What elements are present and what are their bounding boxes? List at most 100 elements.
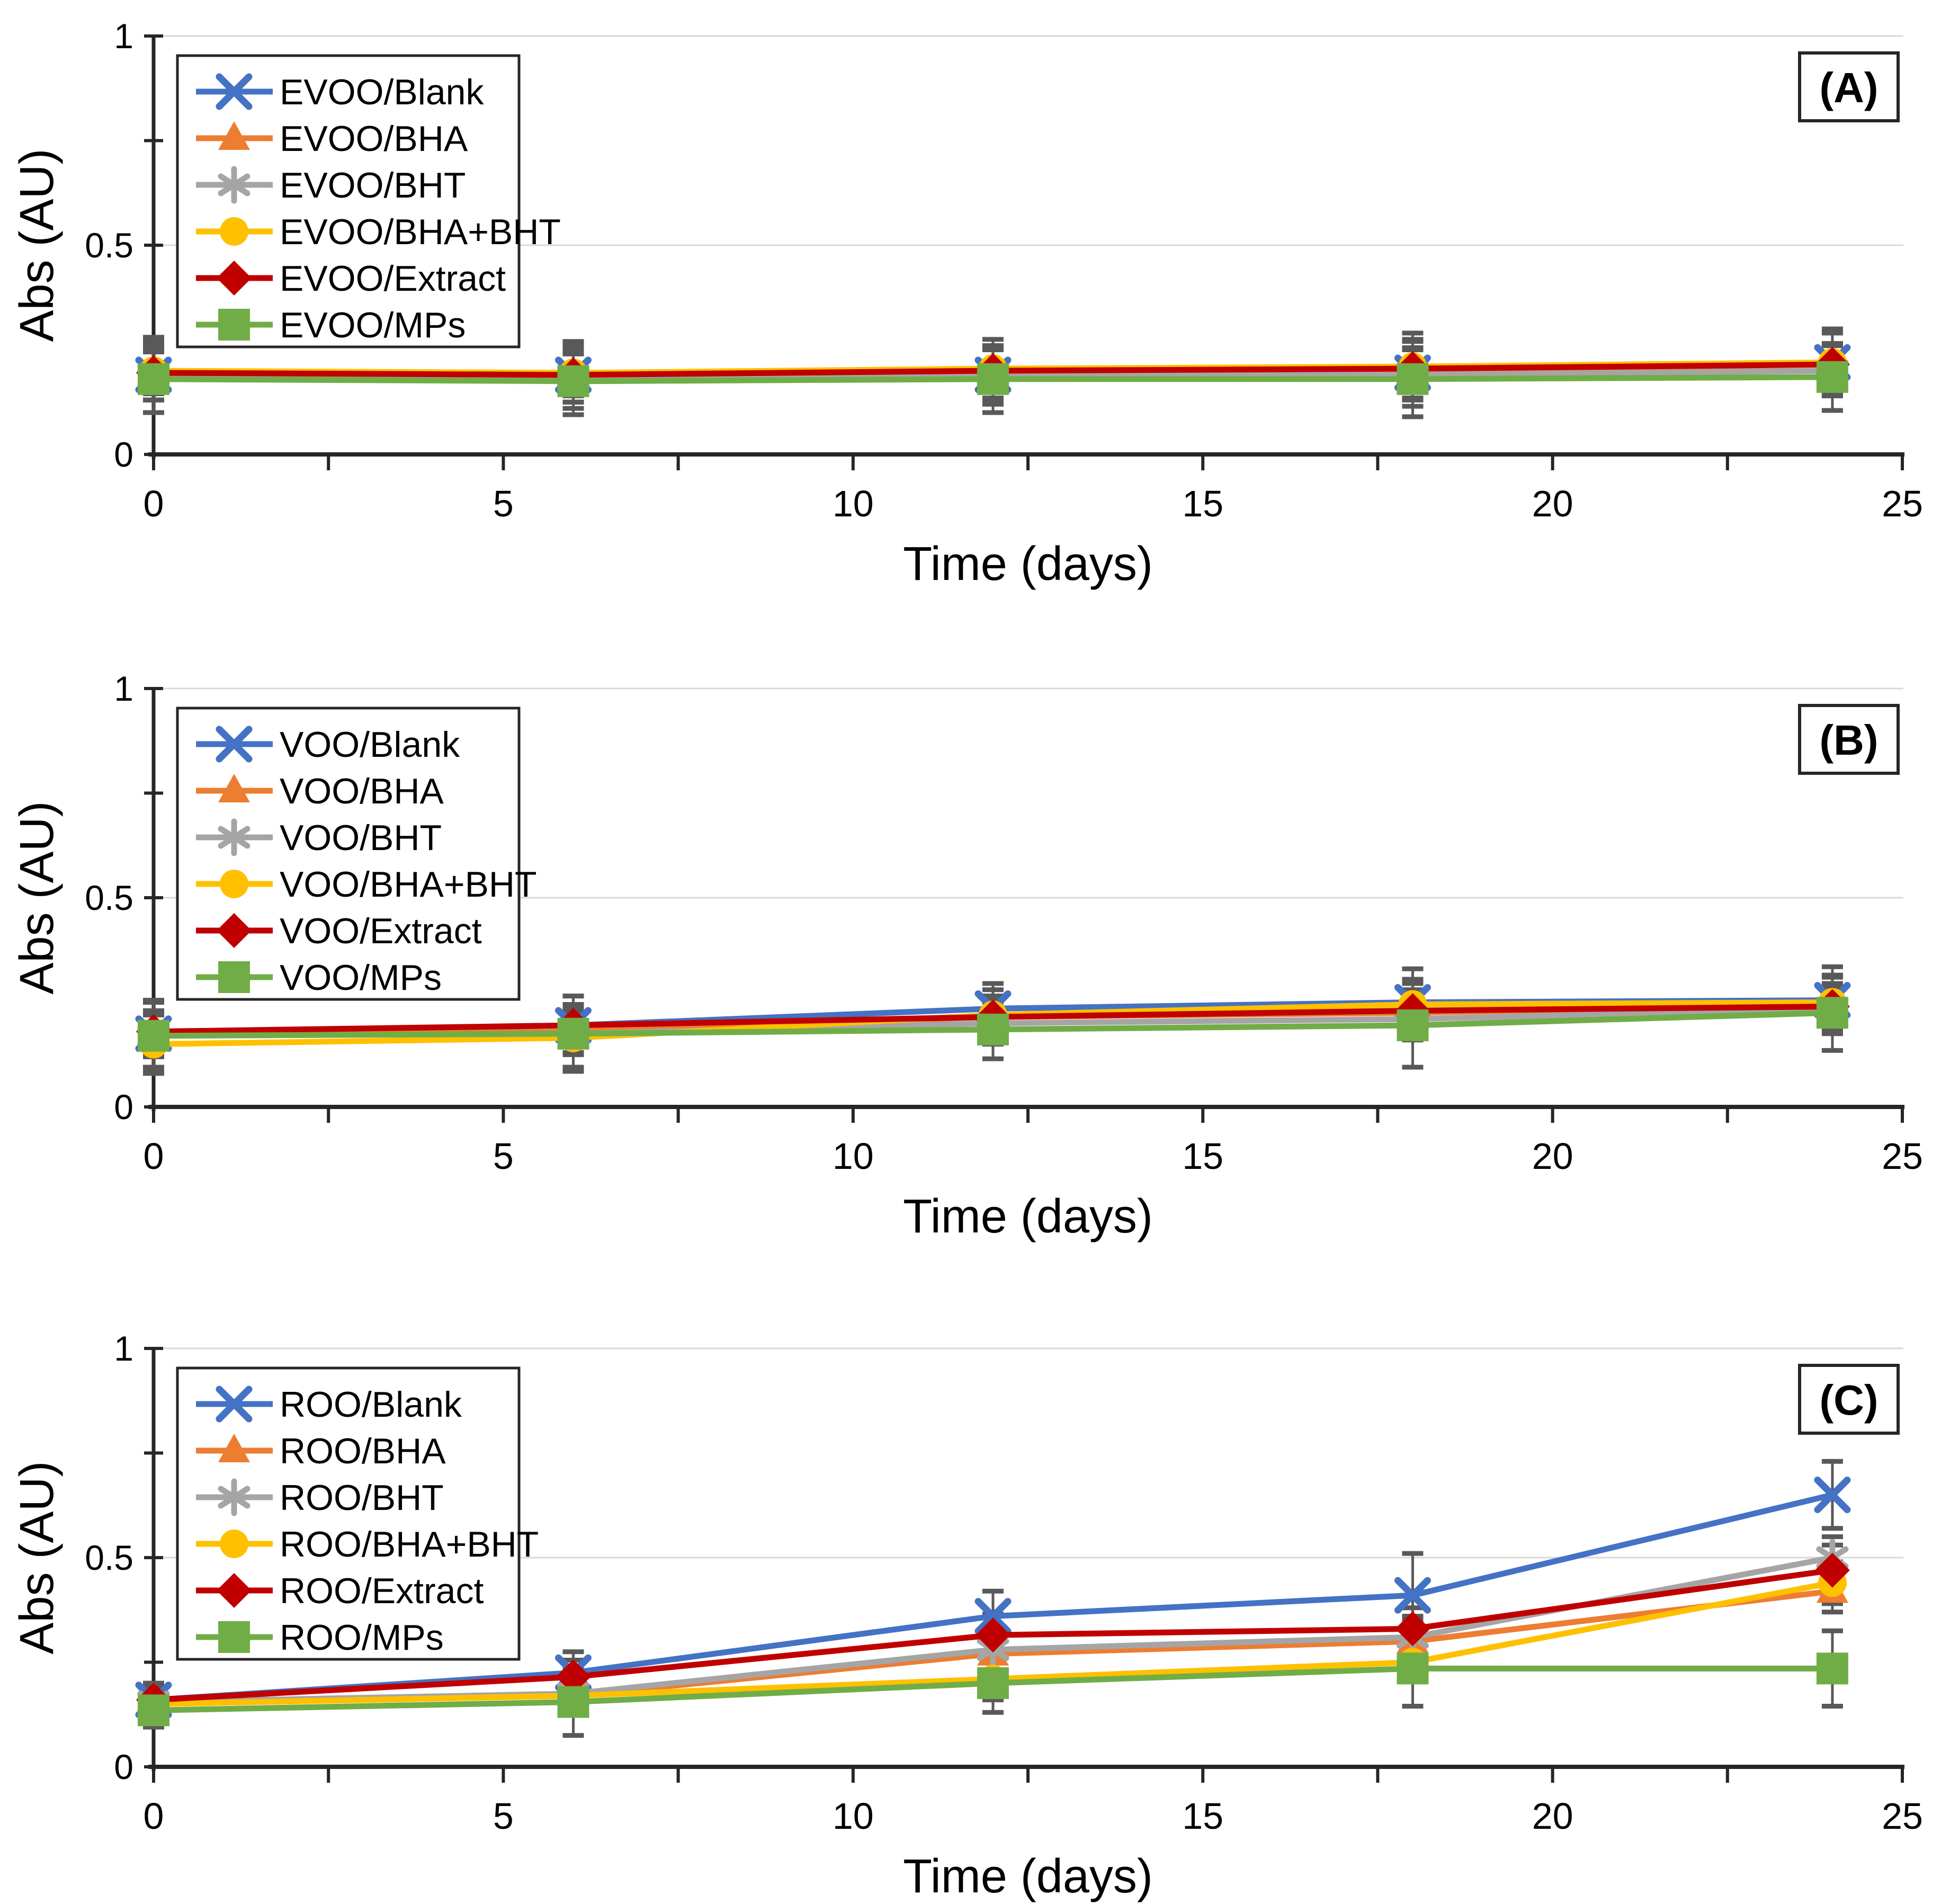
legend-square-marker xyxy=(218,961,250,993)
legend-square-marker xyxy=(218,1621,250,1653)
square-marker xyxy=(977,1013,1009,1045)
panel-label-box xyxy=(1798,1364,1900,1435)
legend-asterisk-marker xyxy=(218,818,251,856)
panel-label-text: (B) xyxy=(1819,717,1878,764)
x-tick-label: 15 xyxy=(1182,483,1223,524)
square-marker xyxy=(557,365,589,397)
x-tick-label: 0 xyxy=(144,1795,164,1837)
panel-label: (C) xyxy=(1798,1364,1900,1435)
square-marker xyxy=(1397,1652,1429,1685)
square-marker xyxy=(1397,1009,1429,1041)
legend-item: ROO/Extract xyxy=(196,1571,484,1611)
y-tick-label: 0 xyxy=(114,1747,133,1786)
series-roo-extract xyxy=(136,1552,1850,1718)
legend-x-marker xyxy=(216,1385,253,1423)
legend: VOO/Blank VOO/BHA VOO/BHT VOO/BHA+BHT VOO/Ex… xyxy=(176,707,537,1001)
y-axis-title: Abs (AU) xyxy=(11,148,64,342)
x-axis xyxy=(148,452,1904,470)
x-tick-label: 5 xyxy=(493,483,514,524)
legend-item: VOO/Extract xyxy=(196,911,482,951)
legend-label: ROO/MPs xyxy=(280,1617,444,1658)
legend-diamond-marker xyxy=(217,913,252,948)
diamond-marker xyxy=(1814,1552,1850,1588)
legend-x-marker xyxy=(216,726,253,763)
diamond-marker xyxy=(556,1659,591,1695)
legend-label: VOO/BHA+BHT xyxy=(280,864,537,905)
y-axis-title: Abs (AU) xyxy=(11,801,64,994)
y-tick-label: 1 xyxy=(114,16,133,56)
x-tick-label: 0 xyxy=(144,483,164,524)
x-tick-label: 20 xyxy=(1532,1795,1573,1837)
y-tick-label: 0 xyxy=(114,1087,133,1127)
x-axis-title: Time (days) xyxy=(903,538,1153,591)
legend-item: EVOO/Extract xyxy=(196,258,506,299)
legend-label: VOO/Blank xyxy=(280,725,460,765)
legend-item: EVOO/BHA xyxy=(196,119,468,159)
legend-circle-marker xyxy=(220,217,248,246)
legend-circle-marker xyxy=(220,870,248,898)
x-tick-label: 10 xyxy=(833,1795,874,1837)
legend-label: ROO/BHT xyxy=(280,1478,444,1518)
x-tick-label: 5 xyxy=(493,1795,514,1837)
y-axis-title: Abs (AU) xyxy=(11,1461,64,1654)
x-tick-label: 10 xyxy=(833,483,874,524)
square-marker xyxy=(1816,997,1848,1029)
legend-item: VOO/BHA xyxy=(196,771,444,811)
chart-svg-c: 00.510 5 10 15 20 25ROO/BlankROO/BHAROO/BHTRO… xyxy=(11,1329,1923,1903)
legend-diamond-marker xyxy=(217,1573,252,1608)
legend-label: EVOO/Extract xyxy=(280,258,506,299)
y-tick-label: 0 xyxy=(114,435,133,474)
y-tick-label: 0.5 xyxy=(85,226,133,265)
legend-label: VOO/BHA xyxy=(280,771,444,811)
y-tick-label: 1 xyxy=(114,1329,133,1368)
legend-item: EVOO/Blank xyxy=(196,72,484,112)
y-tick-label: 0.5 xyxy=(85,1538,133,1577)
x-axis-title: Time (days) xyxy=(903,1850,1153,1903)
panel-label: (B) xyxy=(1798,704,1900,775)
legend-item: VOO/BHT xyxy=(196,818,442,858)
panel-label-text: (A) xyxy=(1819,64,1878,111)
legend-item: VOO/BHA+BHT xyxy=(196,864,537,905)
chart-panel-c: 0 0.5 1 0 5 10 15 20 25 ROO/Blank ROO/BHA ROO/BHT RO… xyxy=(0,1312,1950,1904)
legend-label: EVOO/Blank xyxy=(280,72,484,112)
legend-item: ROO/Blank xyxy=(196,1384,462,1425)
legend-label: ROO/Blank xyxy=(280,1384,462,1425)
square-marker xyxy=(138,1020,169,1052)
x-tick-label: 15 xyxy=(1182,1136,1223,1177)
legend-item: EVOO/BHA+BHT xyxy=(196,212,561,252)
legend-item: ROO/BHT xyxy=(196,1478,444,1518)
legend-triangle-marker xyxy=(218,1434,250,1462)
square-marker xyxy=(138,1694,169,1727)
chart-panel-a: 0 0.5 1 0 5 10 15 20 25 EVOO/Blank EVOO/BHA EVOO/BH… xyxy=(0,0,1950,652)
x-axis xyxy=(148,1765,1904,1783)
square-marker xyxy=(1816,361,1848,393)
legend-label: EVOO/BHT xyxy=(280,165,466,205)
legend-item: VOO/Blank xyxy=(196,725,460,765)
legend-label: EVOO/BHA xyxy=(280,119,468,159)
legend-label: ROO/BHA xyxy=(280,1431,446,1471)
panel-label-text: (C) xyxy=(1819,1376,1878,1424)
x-tick-label: 10 xyxy=(833,1136,874,1177)
legend-x-marker xyxy=(216,73,253,110)
chart-svg-a: 00.510 5 10 15 20 25EVOO/BlankEVOO/BHAEVOO/BH… xyxy=(11,16,1923,591)
legend-label: VOO/BHT xyxy=(280,818,442,858)
series-roo-mps xyxy=(138,1652,1848,1727)
legend-item: EVOO/BHT xyxy=(196,165,466,205)
legend-label: ROO/Extract xyxy=(280,1571,484,1611)
legend-label: EVOO/MPs xyxy=(280,305,466,345)
square-marker xyxy=(557,1017,589,1050)
series-evoo-mps xyxy=(138,361,1848,397)
x-axis-title: Time (days) xyxy=(903,1190,1153,1243)
square-marker xyxy=(977,1667,1009,1699)
legend-item: ROO/BHA+BHT xyxy=(196,1524,539,1565)
legend-asterisk-marker xyxy=(218,1478,251,1516)
chart-panel-b: 0 0.5 1 0 5 10 15 20 25 VOO/Blank VOO/BHA VOO/BHT VO… xyxy=(0,652,1950,1312)
legend-item: VOO/MPs xyxy=(196,958,442,998)
x-tick-label: 20 xyxy=(1532,1136,1573,1177)
legend: EVOO/Blank EVOO/BHA EVOO/BHT EVOO/BHA+BHT EV… xyxy=(176,54,561,348)
x-marker xyxy=(1814,1477,1851,1513)
legend-circle-marker xyxy=(220,1530,248,1558)
x-tick-label: 25 xyxy=(1882,1795,1923,1837)
x-tick-label: 0 xyxy=(144,1136,164,1177)
x-tick-label: 20 xyxy=(1532,483,1573,524)
